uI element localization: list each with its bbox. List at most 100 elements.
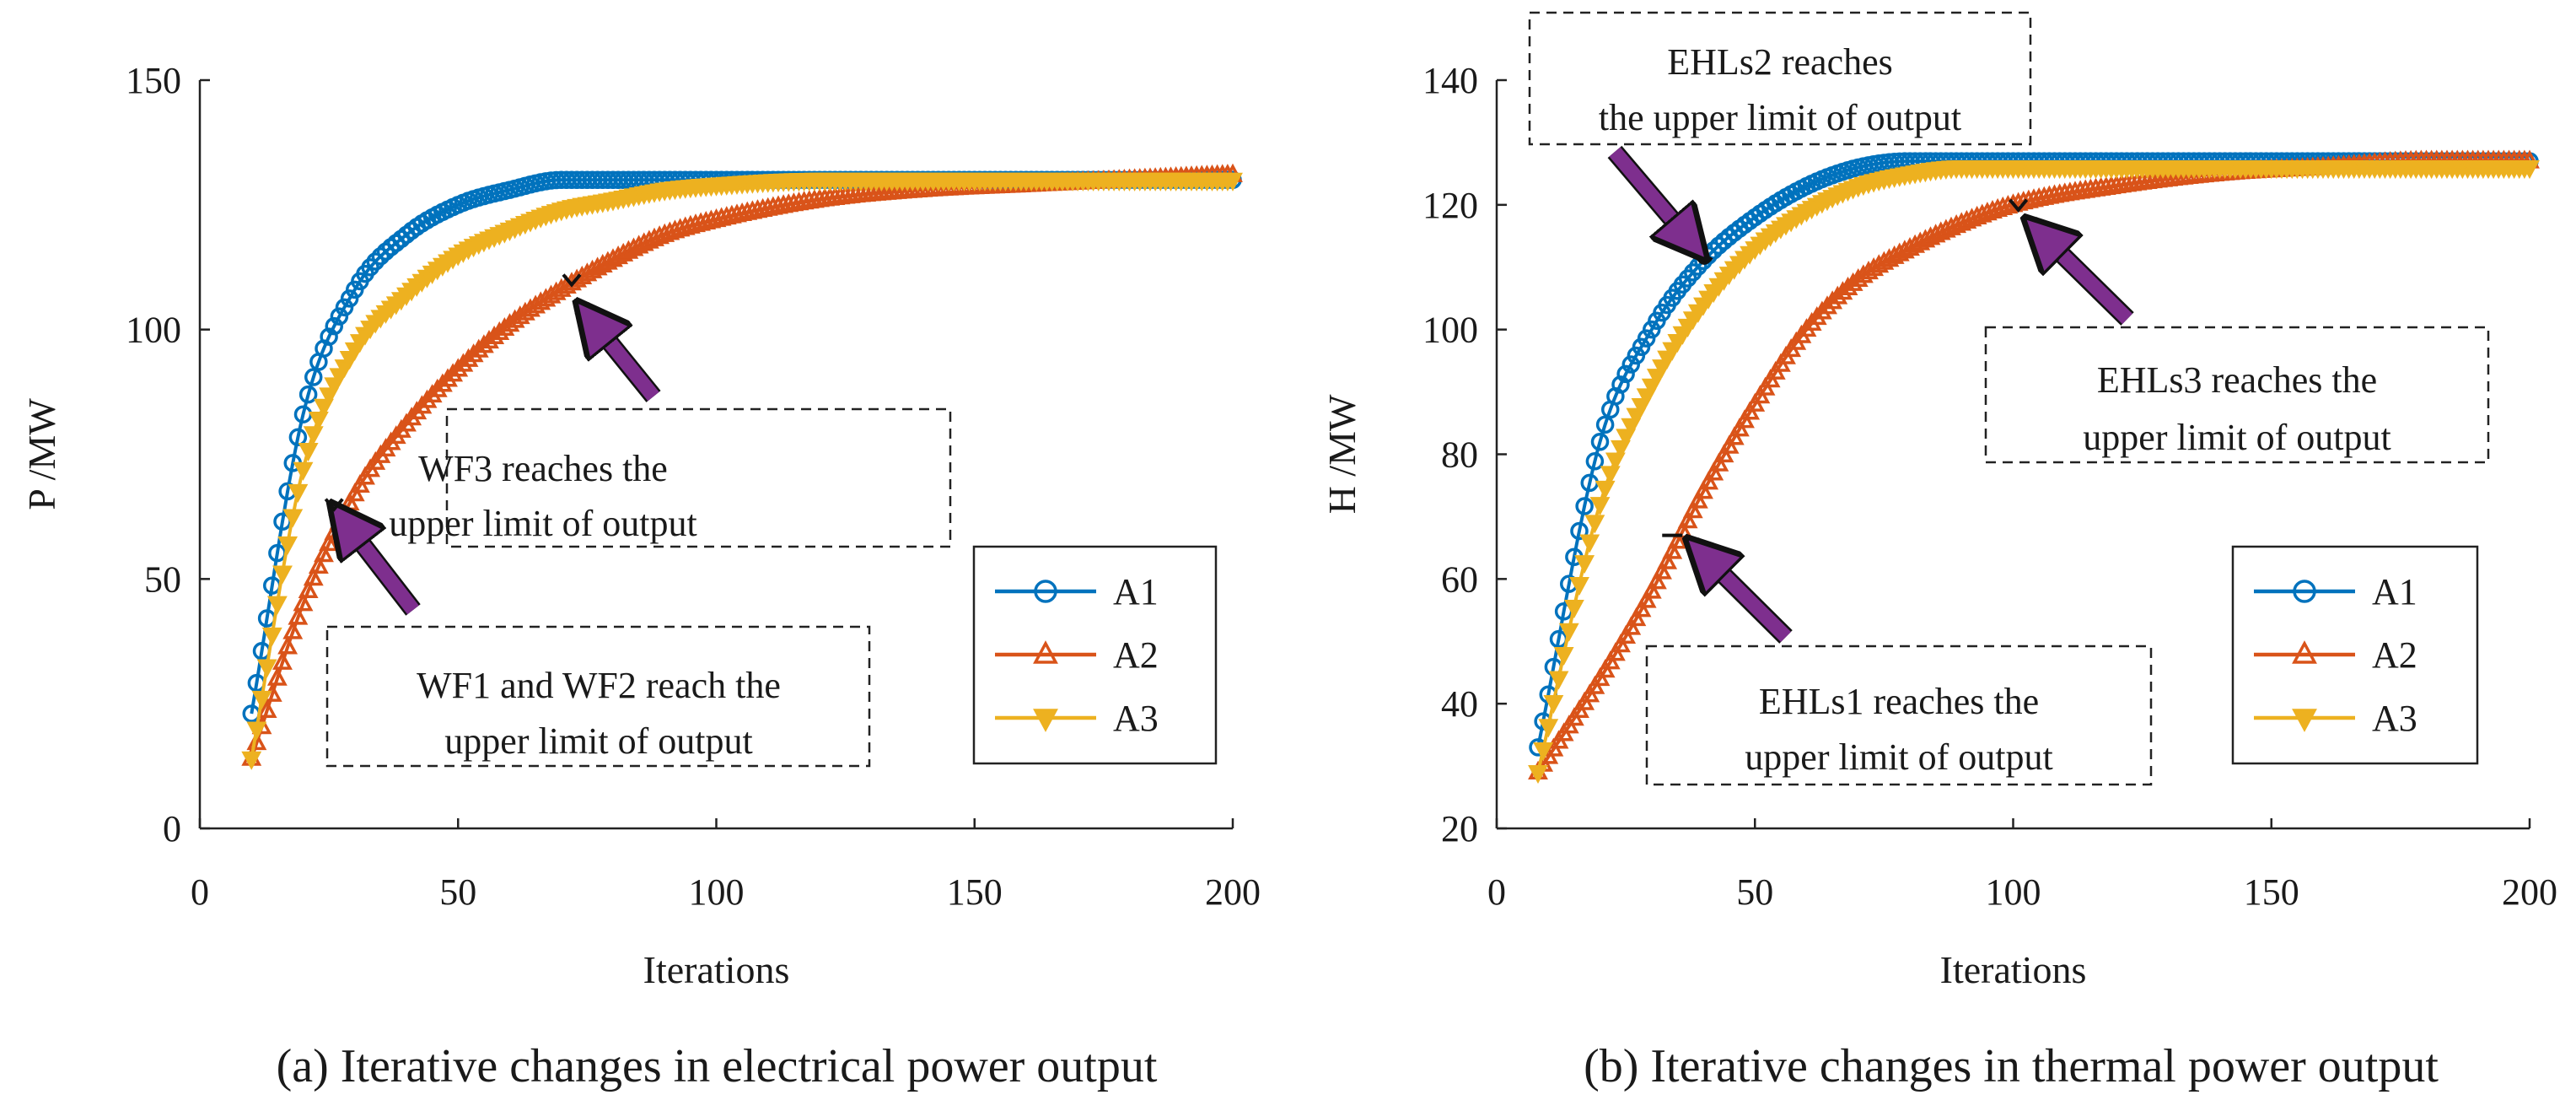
- marker-A2: [479, 330, 499, 349]
- x-tick-label: 100: [1986, 871, 2041, 913]
- legend-label-A3: A3: [1113, 698, 1159, 739]
- annotation-arrow: [582, 308, 659, 402]
- marker-A2: [1703, 461, 1724, 481]
- marker-A3: [241, 751, 262, 770]
- marker-A2: [1605, 642, 1626, 661]
- marker-A2: [288, 606, 309, 625]
- marker-A3: [1605, 452, 1626, 472]
- marker-A2: [1611, 634, 1631, 653]
- marker-A2: [1662, 540, 1683, 559]
- marker-A3: [1223, 172, 1243, 191]
- x-tick-label: 0: [1487, 871, 1506, 913]
- marker-A1: [1585, 452, 1605, 471]
- marker-A3: [1589, 497, 1611, 516]
- y-tick-label: 120: [1422, 185, 1478, 226]
- marker-A3: [298, 443, 319, 462]
- marker-A1: [371, 247, 390, 266]
- chart-panel-a: 0 50 100 150 200 0 50 100 150 Iterations P /MW WF3 …: [20, 60, 1261, 991]
- legend-marker-A3: [1033, 709, 1058, 732]
- caption-b: (b) Iterative changes in thermal power o…: [1584, 1040, 2439, 1092]
- marker-A1: [330, 307, 349, 326]
- y-tick-label: 80: [1441, 434, 1478, 476]
- marker-A2: [1677, 510, 1698, 529]
- marker-A2: [443, 363, 464, 382]
- y-tick-label: 50: [144, 558, 181, 600]
- legend: A1 A2 A3: [2231, 545, 2479, 765]
- marker-A3: [1538, 719, 1559, 738]
- marker-A1: [340, 289, 359, 308]
- marker-A1: [1590, 432, 1610, 451]
- y-axis-label: H /MW: [1320, 394, 1363, 514]
- marker-A1: [335, 298, 354, 317]
- marker-A3: [293, 461, 314, 481]
- marker-A3: [246, 721, 267, 741]
- marker-A1: [1575, 497, 1594, 515]
- y-tick-label: 60: [1441, 558, 1478, 600]
- marker-A2: [277, 635, 298, 655]
- annotation-box: [1984, 326, 2490, 464]
- marker-A1: [325, 316, 343, 336]
- marker-A3: [314, 398, 334, 418]
- y-tick-label: 100: [1422, 310, 1478, 351]
- legend-label-A1: A1: [2372, 571, 2417, 612]
- marker-A3: [1533, 742, 1554, 762]
- legend-marker-A2: [2292, 640, 2317, 664]
- x-tick-label: 50: [1736, 871, 1773, 913]
- legend-label-A3: A3: [2372, 698, 2417, 739]
- marker-A2: [1657, 550, 1678, 569]
- marker-A3: [288, 483, 309, 503]
- marker-A2: [1687, 489, 1708, 509]
- marker-A2: [417, 389, 438, 408]
- marker-A3: [1584, 515, 1605, 534]
- marker-A3: [282, 509, 304, 528]
- marker-A2: [432, 373, 453, 392]
- annotation-tip-mark: [562, 273, 582, 288]
- marker-A3: [1558, 623, 1579, 642]
- caption-a: (a) Iterative changes in electrical powe…: [277, 1040, 1158, 1092]
- marker-A1: [288, 428, 308, 447]
- annotation-text: upper limit of output: [389, 503, 696, 544]
- marker-A3: [1595, 480, 1616, 499]
- annotation-0: WF3 reaches the upper limit of output: [389, 273, 952, 548]
- marker-A2: [266, 666, 288, 686]
- marker-A2: [463, 343, 484, 363]
- marker-A2: [473, 334, 494, 353]
- marker-A3: [277, 536, 298, 555]
- x-tick-label: 0: [191, 871, 209, 913]
- legend-marker-A1: [1034, 580, 1057, 603]
- series-A3: [241, 172, 1243, 770]
- marker-A3: [1569, 577, 1589, 596]
- y-tick-label: 20: [1441, 808, 1478, 849]
- marker-A3: [272, 565, 293, 585]
- marker-A3: [1563, 599, 1584, 619]
- marker-A2: [1682, 499, 1703, 519]
- y-tick-label: 150: [126, 60, 181, 101]
- marker-A1: [366, 252, 385, 271]
- annotation-2: EHLs1 reaches the upper limit of output: [1645, 536, 2153, 786]
- marker-A2: [1724, 426, 1745, 445]
- marker-A1: [1621, 355, 1640, 374]
- annotation-text: upper limit of output: [1745, 736, 2052, 778]
- annotation-text: the upper limit of output: [1599, 97, 1961, 138]
- marker-A3: [256, 659, 277, 678]
- annotation-text: upper limit of output: [444, 720, 752, 762]
- x-tick-label: 50: [439, 871, 476, 913]
- marker-A3: [261, 627, 282, 646]
- marker-A2: [458, 348, 479, 367]
- x-axis-label: Iterations: [1940, 948, 2087, 991]
- marker-A3: [308, 411, 329, 431]
- marker-A2: [448, 358, 469, 377]
- annotation-box: [445, 407, 952, 548]
- legend-marker-A1: [2293, 580, 2316, 603]
- y-tick-label: 140: [1422, 60, 1478, 101]
- x-tick-label: 200: [1205, 871, 1261, 913]
- marker-A3: [2520, 159, 2540, 180]
- marker-A2: [1621, 616, 1642, 635]
- marker-A2: [1832, 281, 1853, 300]
- annotation-arrow: [1609, 147, 1701, 253]
- marker-A2: [422, 384, 443, 403]
- legend-label-A2: A2: [1113, 634, 1159, 676]
- marker-A2: [1626, 607, 1647, 627]
- marker-A2: [1811, 300, 1832, 320]
- marker-A2: [1822, 290, 1843, 310]
